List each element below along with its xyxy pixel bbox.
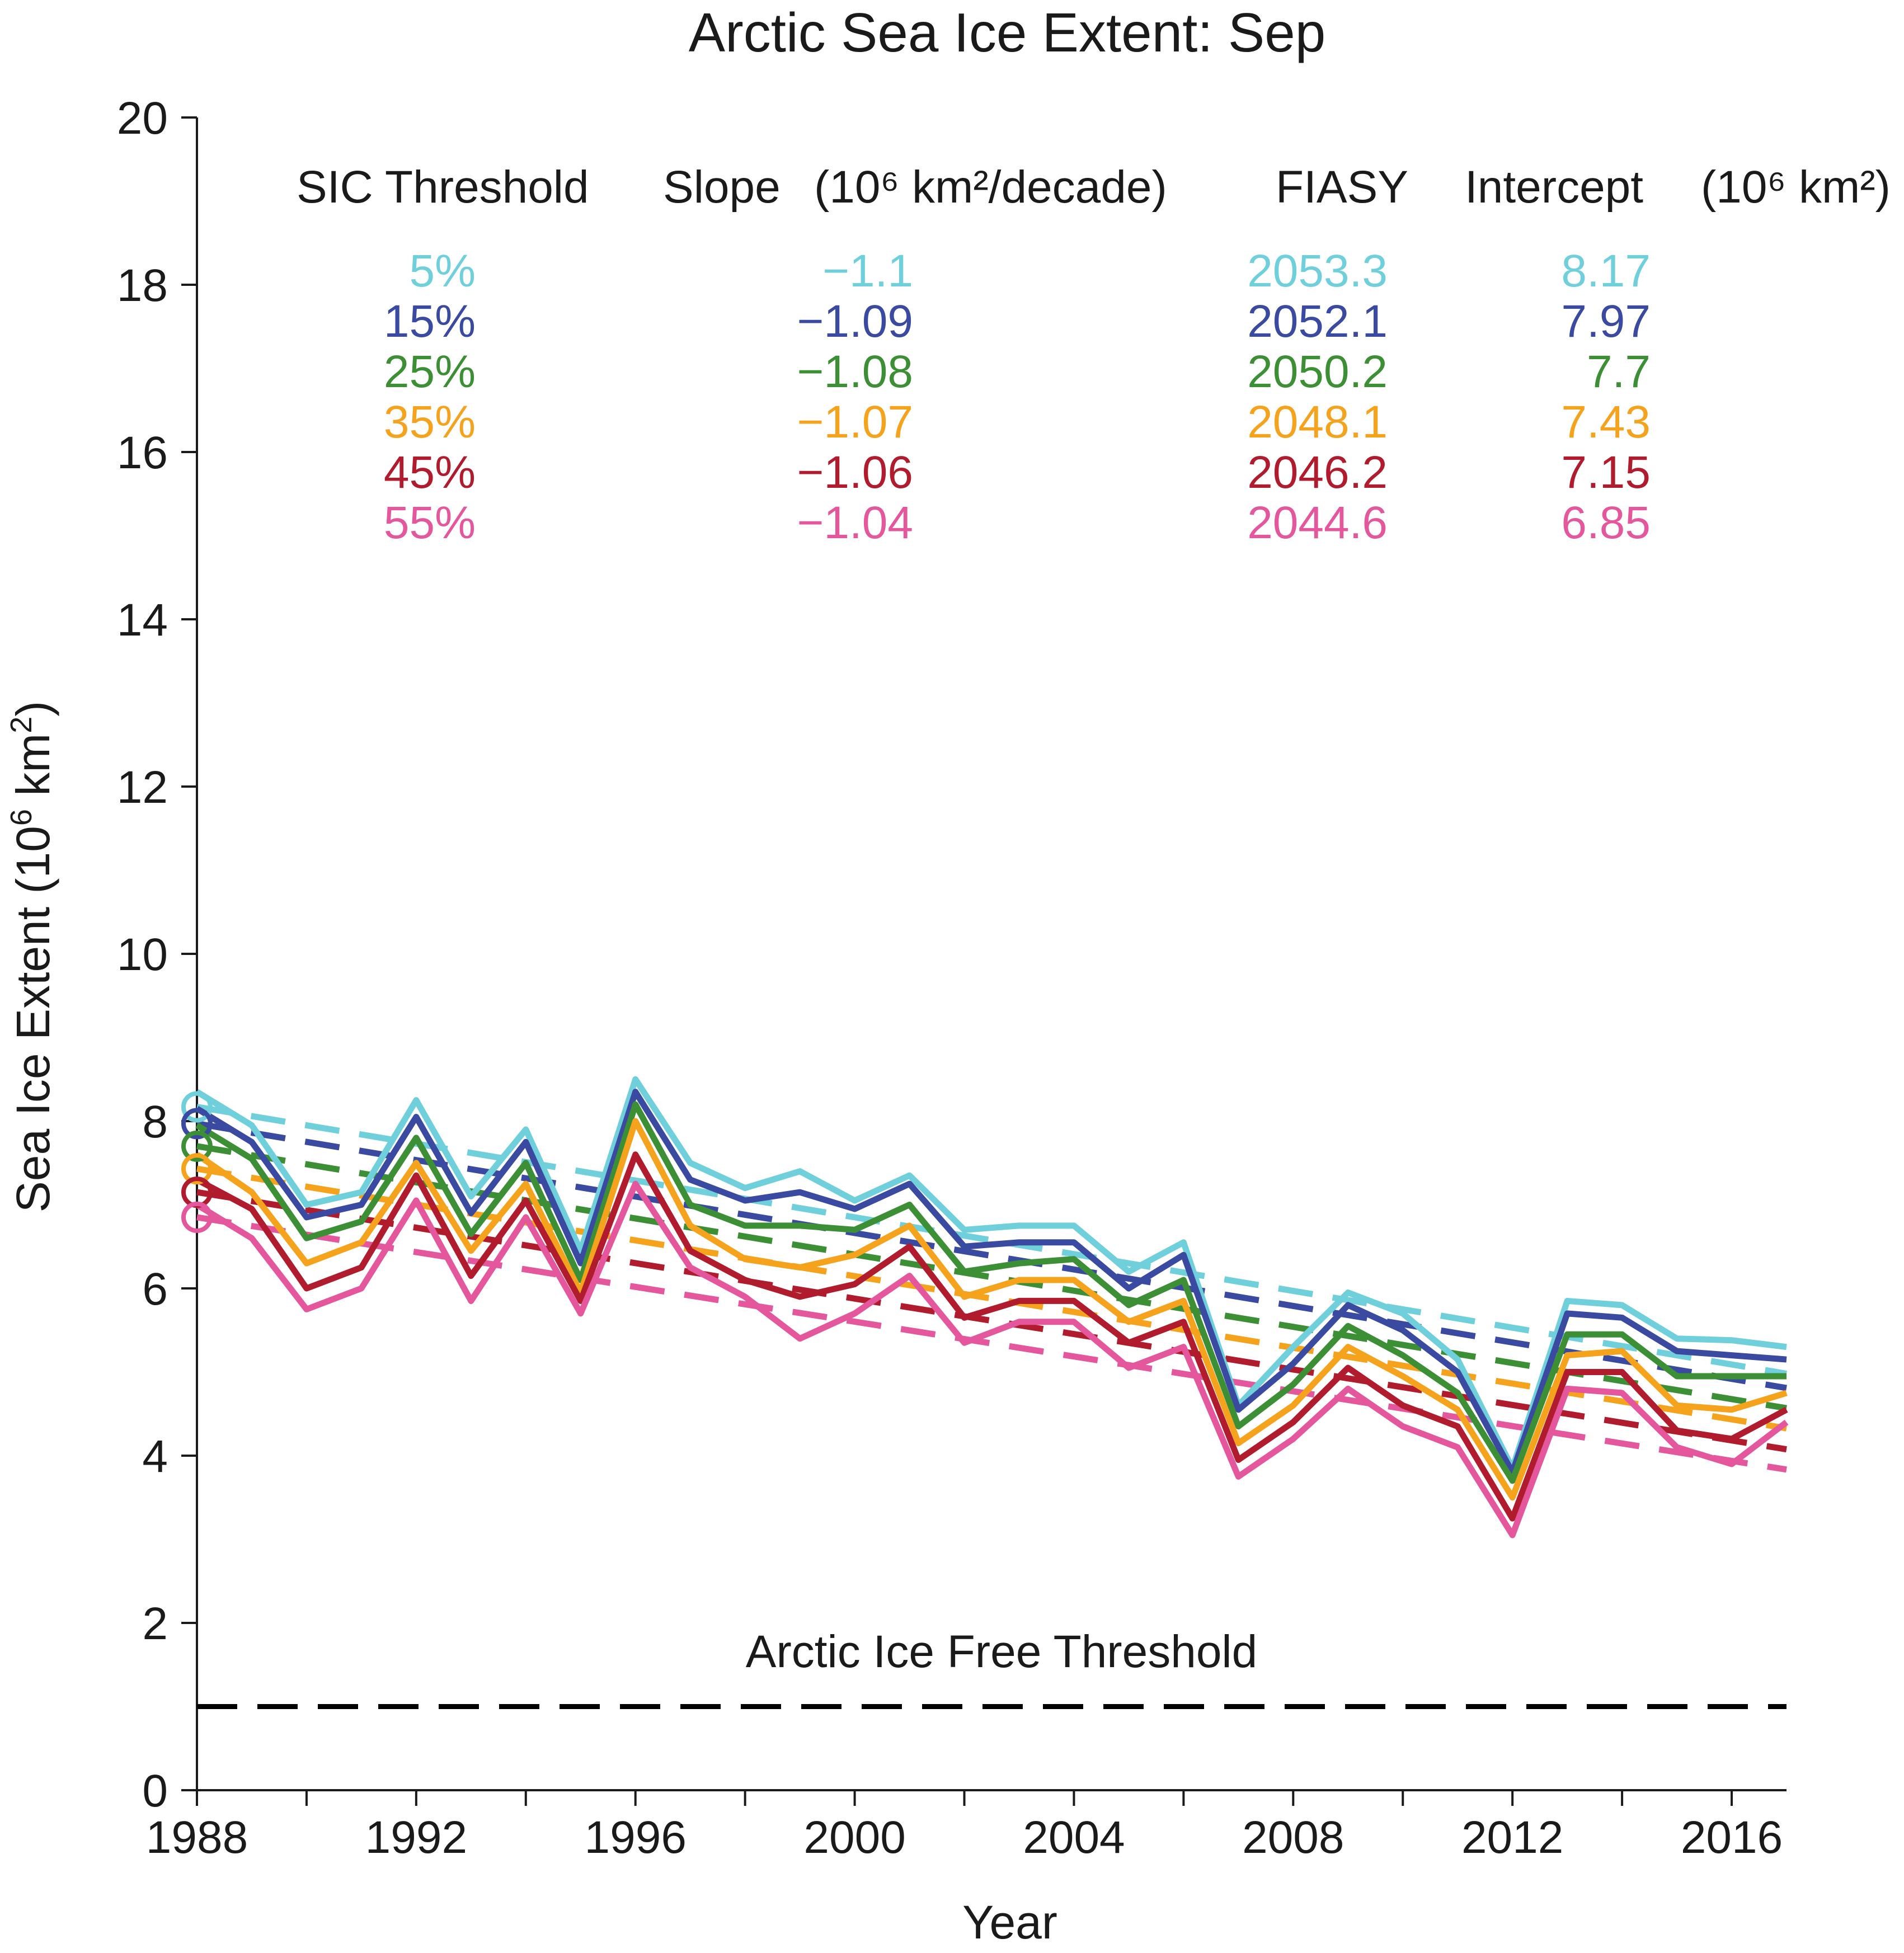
threshold-cell-3: 25% xyxy=(384,346,476,397)
y-tick-label-20: 20 xyxy=(117,93,168,144)
header-threshold: SIC Threshold xyxy=(297,162,589,213)
x-tick-label-1988: 1988 xyxy=(146,1812,248,1863)
fiasy-cell-3: 2050.2 xyxy=(1247,346,1388,397)
x-tick-label-2004: 2004 xyxy=(1023,1812,1125,1863)
x-tick-label-2000: 2000 xyxy=(803,1812,905,1863)
start-marker-1 xyxy=(181,1091,213,1123)
x-axis-title: Year xyxy=(962,1896,1057,1949)
chart-title: Arctic Sea Ice Extent: Sep xyxy=(689,2,1325,63)
trend-line-4 xyxy=(196,1165,1787,1432)
threshold-cell-1: 5% xyxy=(409,246,476,297)
slope-cell-3: −1.08 xyxy=(797,346,913,397)
start-marker-2 xyxy=(181,1108,213,1140)
slope-cell-2: −1.09 xyxy=(797,296,913,347)
y-tick-label-4: 4 xyxy=(142,1431,168,1482)
series-line-6 xyxy=(195,1180,1789,1538)
series-line-5 xyxy=(195,1151,1788,1522)
threshold-cell-4: 35% xyxy=(384,397,476,448)
trend-line-1 xyxy=(196,1104,1787,1377)
y-tick-label-16: 16 xyxy=(117,427,168,478)
intercept-cell-3: 7.7 xyxy=(1587,346,1651,397)
series-lines xyxy=(195,1076,1789,1538)
slope-cell-1: −1.1 xyxy=(822,246,913,297)
trend-line-2 xyxy=(196,1121,1787,1391)
threshold-cell-5: 45% xyxy=(384,447,476,498)
fiasy-cell-2: 2052.1 xyxy=(1247,296,1388,347)
intercept-cell-5: 7.15 xyxy=(1561,447,1651,498)
trend-lines xyxy=(196,1104,1787,1473)
header-intercept-unit: (10⁶ km²) xyxy=(1701,162,1891,213)
y-tick-label-10: 10 xyxy=(117,929,168,980)
stats-table-rows: 5% −1.1 2053.3 8.17 15% −1.09 2052.1 7.97 25% −1.… xyxy=(384,246,1651,548)
start-markers xyxy=(181,1091,213,1233)
y-tick-label-18: 18 xyxy=(117,260,168,311)
intercept-cell-1: 8.17 xyxy=(1561,246,1651,297)
trend-line-6 xyxy=(196,1214,1787,1473)
header-intercept: Intercept xyxy=(1465,162,1643,213)
ice-free-threshold-label: Arctic Ice Free Threshold xyxy=(746,1626,1258,1677)
fiasy-cell-5: 2046.2 xyxy=(1247,447,1388,498)
series-line-2 xyxy=(195,1089,1787,1476)
intercept-cell-4: 7.43 xyxy=(1561,397,1651,448)
slope-cell-4: −1.07 xyxy=(797,397,913,448)
header-slope-unit: (10⁶ km²/decade) xyxy=(814,162,1167,213)
threshold-cell-2: 15% xyxy=(384,296,476,347)
x-tick-label-2016: 2016 xyxy=(1681,1812,1783,1863)
intercept-cell-2: 7.97 xyxy=(1561,296,1651,347)
x-tick-label-1992: 1992 xyxy=(365,1812,467,1863)
trend-line-5 xyxy=(196,1189,1787,1453)
y-tick-label-6: 6 xyxy=(142,1264,168,1315)
y-ticks: 0 2 4 6 8 10 12 14 16 18 20 xyxy=(117,93,197,1816)
fiasy-cell-4: 2048.1 xyxy=(1247,397,1388,448)
x-tick-label-1996: 1996 xyxy=(585,1812,687,1863)
start-marker-6 xyxy=(181,1201,213,1233)
y-axis-title: Sea Ice Extent (106 km2) xyxy=(4,701,59,1212)
y-axis-title-text: Sea Ice Extent (10 xyxy=(7,826,59,1212)
header-slope: Slope xyxy=(663,162,781,213)
slope-cell-5: −1.06 xyxy=(797,447,913,498)
y-tick-label-12: 12 xyxy=(117,762,168,813)
fiasy-cell-1: 2053.3 xyxy=(1247,246,1388,297)
ice-free-threshold: Arctic Ice Free Threshold xyxy=(197,1626,1787,1709)
trend-line-3 xyxy=(196,1143,1787,1411)
start-marker-3 xyxy=(181,1130,213,1162)
series-line-4 xyxy=(195,1118,1788,1501)
y-tick-label-14: 14 xyxy=(117,595,168,646)
x-tick-label-2012: 2012 xyxy=(1461,1812,1563,1863)
series-line-3 xyxy=(195,1101,1787,1484)
y-tick-label-2: 2 xyxy=(142,1598,168,1649)
y-tick-label-8: 8 xyxy=(142,1096,168,1147)
x-ticks: 1988 1992 1996 2000 2004 2008 2012 2016 xyxy=(146,1790,1783,1863)
start-marker-4 xyxy=(181,1153,213,1185)
header-fiasy: FIASY xyxy=(1276,162,1408,213)
y-tick-label-0: 0 xyxy=(142,1766,168,1816)
threshold-cell-6: 55% xyxy=(384,497,476,548)
intercept-cell-6: 6.85 xyxy=(1561,497,1651,548)
x-tick-label-2008: 2008 xyxy=(1242,1812,1344,1863)
stats-table-header: SIC Threshold Slope (10⁶ km²/decade) FIA… xyxy=(297,162,1891,213)
slope-cell-6: −1.04 xyxy=(797,497,913,548)
fiasy-cell-6: 2044.6 xyxy=(1247,497,1388,548)
